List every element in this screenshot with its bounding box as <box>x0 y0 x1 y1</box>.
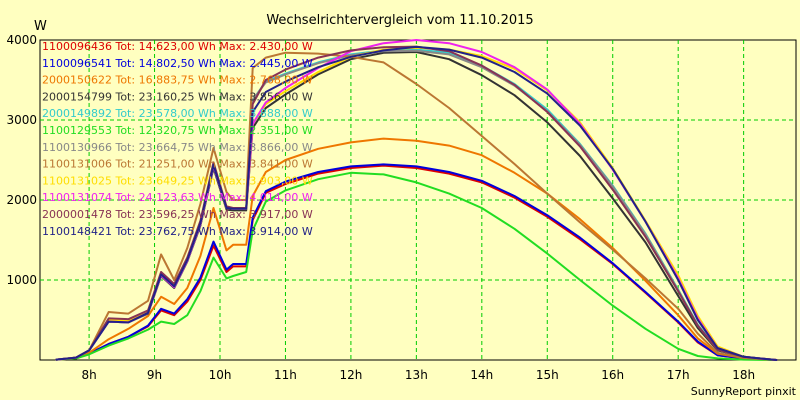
y-tick-label: 1000 <box>6 273 37 287</box>
legend-entry: 1100131006 Tot: 21.251,00 Wh Max: 3.841,… <box>42 158 313 171</box>
footer-credit: SunnyReport pinxit <box>691 385 797 398</box>
x-tick-label: 15h <box>536 368 559 382</box>
legend-entry: 2000150622 Tot: 16.883,75 Wh Max: 2.768,… <box>42 74 313 87</box>
x-tick-label: 11h <box>274 368 297 382</box>
y-axis-unit: W <box>34 19 47 34</box>
legend-entry: 1100131074 Tot: 24.123,63 Wh Max: 4.014,… <box>42 191 313 204</box>
y-tick-label: 2000 <box>6 193 37 207</box>
x-tick-label: 18h <box>732 368 755 382</box>
legend-entry: 1100096541 Tot: 14.802,50 Wh Max: 2.445,… <box>42 57 313 70</box>
legend: 1100096436 Tot: 14.623,00 Wh Max: 2.430,… <box>42 40 313 238</box>
series-line-2 <box>55 163 778 361</box>
y-tick-label: 3000 <box>6 113 37 127</box>
legend-entry: 2000154799 Tot: 23.160,25 Wh Max: 3.856,… <box>42 90 313 103</box>
legend-entry: 1100130966 Tot: 23.664,75 Wh Max: 3.866,… <box>42 141 313 154</box>
chart-title: Wechselrichtervergleich vom 11.10.2015 <box>266 13 533 28</box>
series-line-12 <box>55 45 778 361</box>
legend-entry: 1100129553 Tot: 12.320,75 Wh Max: 2.351,… <box>42 124 313 137</box>
legend-entry: 1100148421 Tot: 23.762,75 Wh Max: 3.914,… <box>42 225 313 238</box>
x-tick-label: 13h <box>405 368 428 382</box>
x-tick-label: 16h <box>601 368 624 382</box>
y-axis: 1000 2000 3000 4000 <box>6 33 37 287</box>
y-tick-label: 4000 <box>6 33 37 47</box>
legend-entry: 2000001478 Tot: 23.596,25 Wh Max: 3.917,… <box>42 208 313 221</box>
x-axis: 8h 9h 10h 11h 12h 13h 14h 15h 16h 17h 18h <box>81 368 755 382</box>
legend-entry: 1100096436 Tot: 14.623,00 Wh Max: 2.430,… <box>42 40 313 53</box>
legend-entry: 1100131025 Tot: 23.649,25 Wh Max: 3.903,… <box>42 174 313 187</box>
legend-entry: 2000149892 Tot: 23.578,00 Wh Max: 3.888,… <box>42 107 313 120</box>
series-lines <box>55 39 778 361</box>
x-tick-label: 14h <box>470 368 493 382</box>
x-tick-label: 17h <box>667 368 690 382</box>
x-tick-label: 12h <box>339 368 362 382</box>
x-tick-label: 9h <box>147 368 162 382</box>
x-tick-label: 10h <box>209 368 232 382</box>
series-line-8 <box>55 51 778 361</box>
x-tick-label: 8h <box>81 368 96 382</box>
series-line-6 <box>55 171 778 361</box>
